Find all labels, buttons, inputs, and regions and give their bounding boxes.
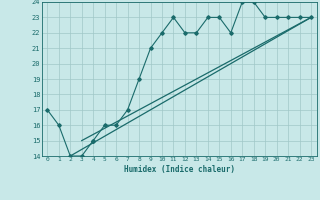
X-axis label: Humidex (Indice chaleur): Humidex (Indice chaleur) (124, 165, 235, 174)
